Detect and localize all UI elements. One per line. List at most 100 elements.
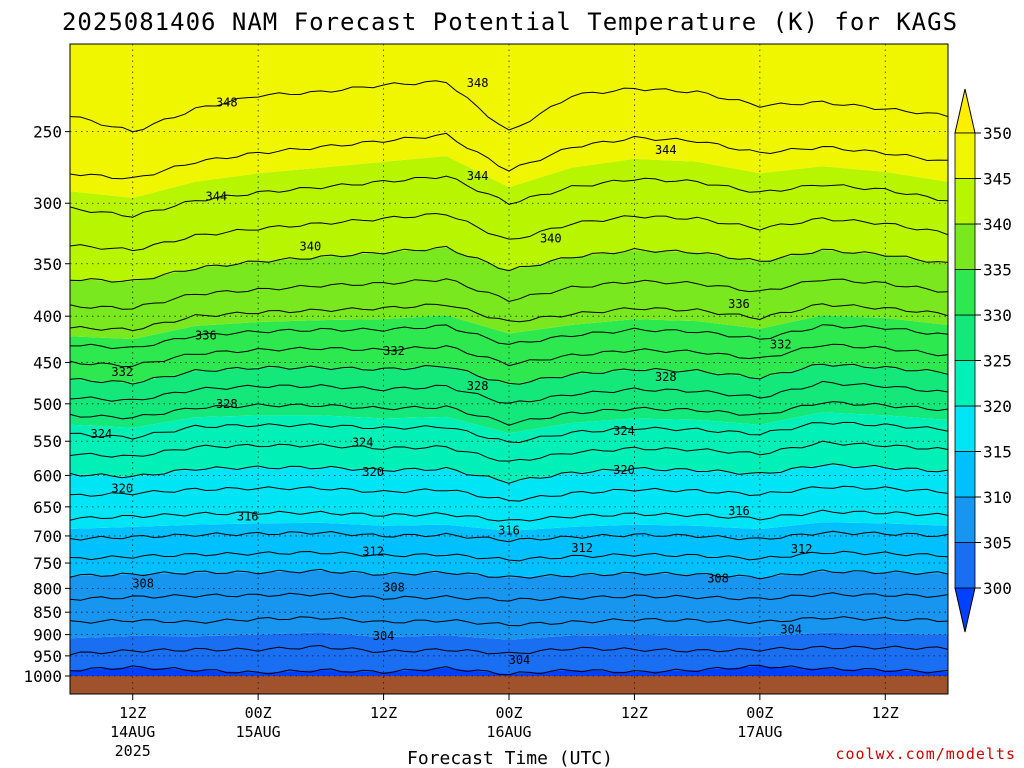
isentrope-320 [70, 463, 948, 484]
isentrope-328 [70, 380, 948, 404]
colorbar-label: 310 [983, 488, 1012, 507]
isentrope-318 [70, 485, 948, 502]
y-axis: 250 300 350 400 450 500 550 600 650 700 750 800 850 9… [23, 123, 70, 686]
x-tick-year: 2025 [115, 742, 151, 760]
x-tick-date: 14AUG [110, 723, 155, 741]
theta-band [70, 315, 948, 385]
x-axis-label: Forecast Time (UTC) [407, 748, 613, 768]
contour-label: 312 [571, 541, 593, 555]
colorbar-segment [954, 451, 976, 498]
y-tick-label: 650 [33, 498, 62, 517]
y-tick-label: 300 [33, 194, 62, 213]
colorbar-label: 345 [983, 170, 1012, 189]
isentrope-308 [70, 592, 948, 602]
colorbar-label: 340 [983, 215, 1012, 234]
isentrope-338 [70, 278, 948, 310]
credit-text: coolwx.com/modelts [835, 745, 1016, 763]
contour-label: 328 [467, 379, 489, 393]
theta-band [70, 522, 948, 578]
theta-band [70, 156, 948, 282]
isentrope-334 [70, 324, 948, 350]
y-tick-label: 950 [33, 647, 62, 666]
contour-label: 344 [655, 143, 677, 157]
contour-label: 320 [362, 465, 384, 479]
y-tick-label: 550 [33, 432, 62, 451]
contour-label: 304 [509, 653, 531, 667]
y-tick-label: 900 [33, 626, 62, 645]
theta-band [70, 464, 948, 531]
isentrope-306 [70, 616, 948, 627]
x-tick-label: 00Z [746, 704, 773, 722]
gridlines [70, 44, 948, 694]
contour-label: 324 [91, 427, 113, 441]
isentrope-310 [70, 568, 948, 580]
colorbar-segment [954, 178, 976, 225]
colorbar-segment [954, 542, 976, 589]
isentrope-344 [70, 175, 948, 218]
ground-strip [70, 676, 948, 694]
contour-label: 344 [205, 190, 227, 204]
y-tick-label: 1000 [23, 667, 62, 686]
contour-label: 332 [111, 365, 133, 379]
chart-title: 2025081406 NAM Forecast Potential Temper… [62, 8, 958, 36]
isentrope-302 [70, 664, 948, 676]
colorbar-segment [954, 223, 976, 270]
colorbar-label: 315 [983, 443, 1012, 462]
y-tick-label: 600 [33, 466, 62, 485]
x-tick-date: 15AUG [236, 723, 281, 741]
contour-label: 336 [728, 297, 750, 311]
colorbar-segment [954, 360, 976, 407]
colorbar-segment [954, 314, 976, 361]
isentrope-304 [70, 644, 948, 656]
contour-label: 316 [237, 509, 259, 523]
colorbar-label: 350 [983, 124, 1012, 143]
contour-label: 348 [216, 95, 238, 109]
colorbar-extend-top [954, 88, 976, 134]
colorbar-extend-bottom [954, 587, 976, 633]
y-tick-label: 700 [33, 527, 62, 546]
y-tick-label: 450 [33, 353, 62, 372]
contour-label: 316 [498, 523, 520, 537]
x-tick-label: 12Z [370, 704, 397, 722]
isentrope-314 [70, 530, 948, 543]
contour-label: 328 [655, 370, 677, 384]
x-tick-date: 17AUG [737, 723, 782, 741]
isentrope-342 [70, 212, 948, 252]
isentrope-330 [70, 363, 948, 385]
isentrope-326 [70, 401, 948, 426]
colorbar-label: 305 [983, 534, 1012, 553]
y-tick-label: 400 [33, 307, 62, 326]
colorbar-label: 335 [983, 261, 1012, 280]
theta-band [70, 412, 948, 482]
colorbar-segment [954, 405, 976, 452]
contour-labels: 348 348 344 344 344 340 340 336 336 332 332 332 328 3… [91, 76, 813, 667]
isentrope-316 [70, 509, 948, 522]
contour-label: 344 [467, 169, 489, 183]
colorbar-segment [954, 496, 976, 543]
y-tick-label: 850 [33, 603, 62, 622]
contour-label: 320 [111, 481, 133, 495]
colorbar-label: 330 [983, 306, 1012, 325]
isentrope-340 [70, 245, 948, 283]
contour-label: 320 [613, 463, 635, 477]
y-tick-label: 800 [33, 579, 62, 598]
colorbar-label: 300 [983, 579, 1012, 598]
x-tick-label: 12Z [119, 704, 146, 722]
contour-label: 328 [216, 397, 238, 411]
y-tick-label: 500 [33, 395, 62, 414]
ground-fill [70, 676, 948, 694]
theta-band [70, 44, 948, 198]
y-tick-label: 350 [33, 255, 62, 274]
y-tick-label: 750 [33, 554, 62, 573]
colorbar-label: 325 [983, 352, 1012, 371]
contour-label: 340 [300, 240, 322, 254]
contour-label: 332 [383, 344, 405, 358]
colorbar: 300 305 310 315 320 325 330 335 340 345 350 [954, 88, 1012, 633]
contour-label: 304 [780, 622, 802, 636]
contour-label: 316 [728, 504, 750, 518]
x-tick-label: 12Z [872, 704, 899, 722]
x-tick-label: 00Z [495, 704, 522, 722]
colorbar-segment [954, 269, 976, 316]
